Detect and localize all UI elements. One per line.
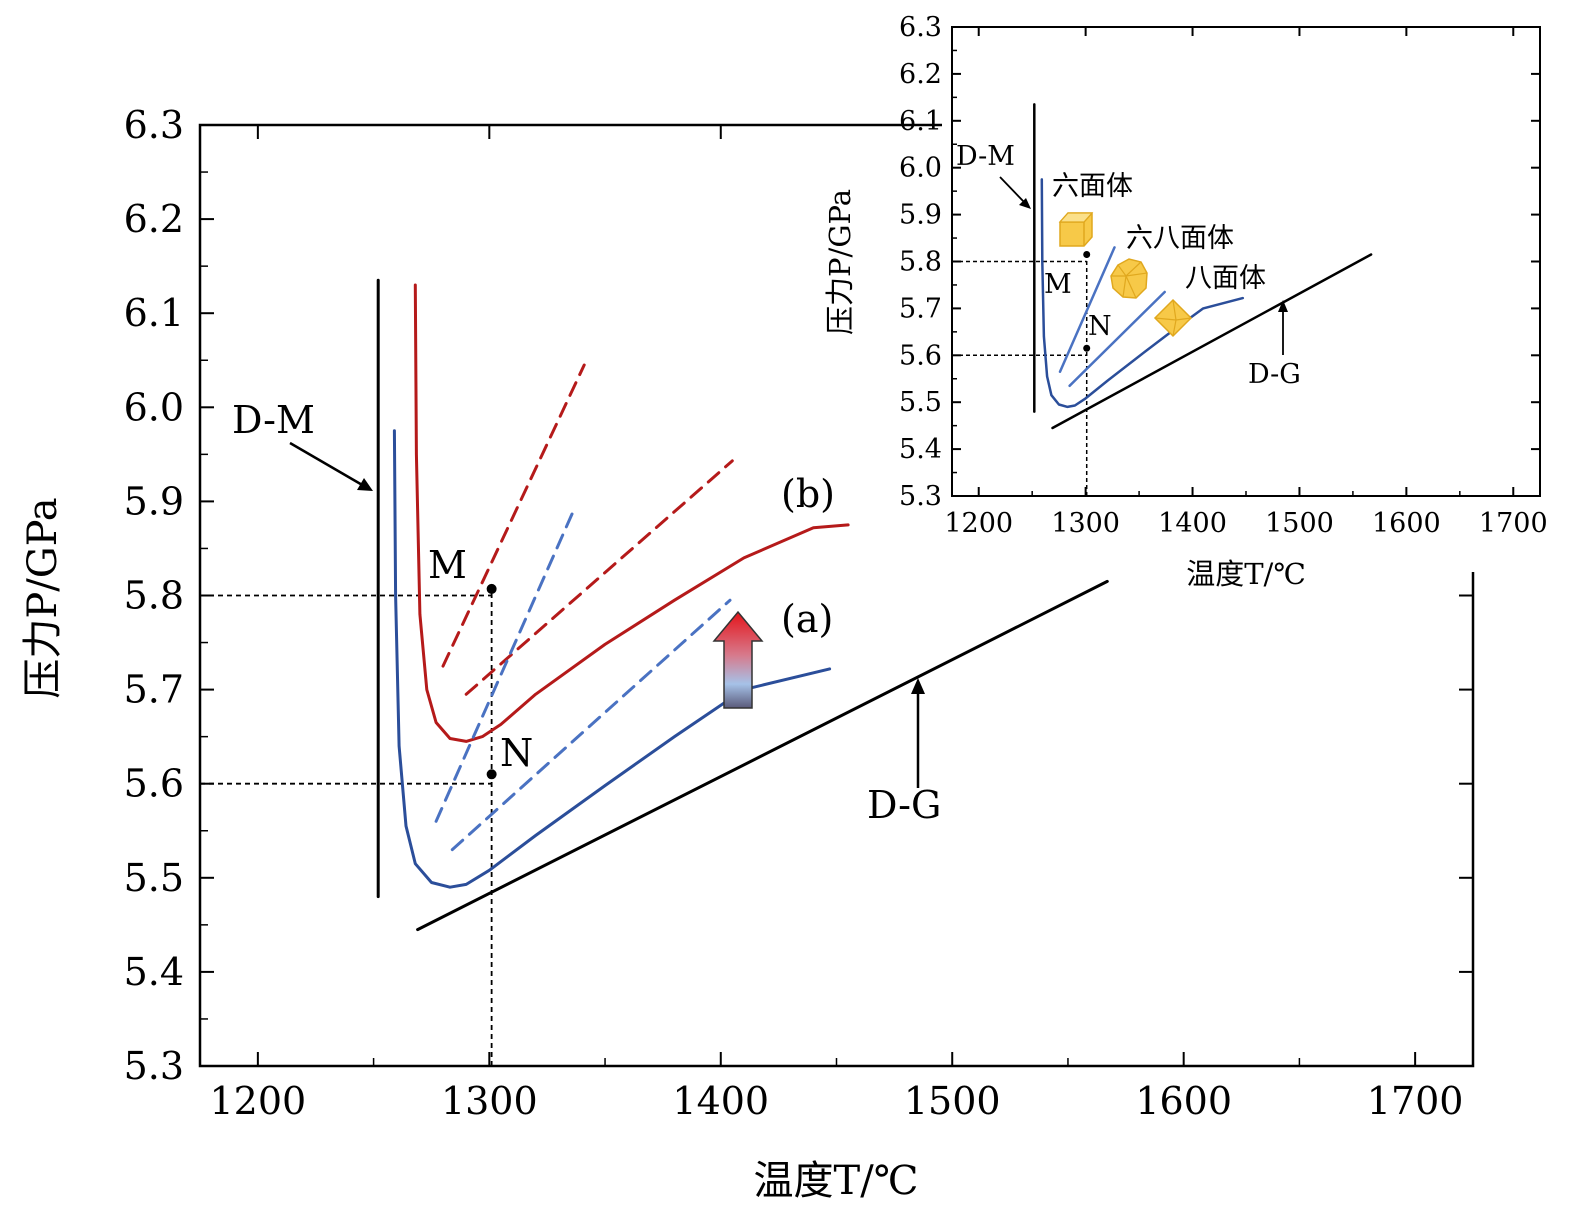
inset-point-n-label: N: [1088, 311, 1112, 342]
series-a-line: [392, 429, 832, 889]
octahedron-crystal-icon: [1153, 298, 1193, 338]
main-guide-lines: [200, 588, 493, 1066]
octahedron-label: 八面体: [1185, 263, 1266, 294]
y-tick-label: 6.1: [899, 106, 942, 137]
main-plot: 1200 1300 1400 1500 1600 1700 5.3 5.4 5.5 5.6 5.7 5…: [20, 103, 1475, 1204]
series-b-dash-2-line: [464, 459, 734, 696]
y-tick-label: 6.3: [899, 12, 942, 43]
cubo-octahedron-crystal-icon: [1110, 258, 1148, 299]
y-tick-label: 5.4: [124, 950, 184, 994]
x-tick-label: 1700: [1479, 508, 1548, 539]
x-tick-label: 1500: [904, 1079, 1001, 1123]
series-D-G-line: [1051, 253, 1373, 430]
inset-y-axis-title: 压力P/GPa: [823, 189, 857, 335]
y-tick-label: 5.7: [899, 293, 942, 324]
y-tick-label: 5.4: [899, 434, 942, 465]
x-tick-label: 1400: [672, 1079, 769, 1123]
dg-label: D-G: [867, 783, 941, 827]
dm-pointer-arrow: [289, 441, 373, 491]
x-tick-label: 1500: [1265, 508, 1334, 539]
series-boundary-2-line: [1068, 290, 1166, 388]
y-tick-label: 5.6: [124, 762, 184, 806]
y-tick-label: 5.8: [899, 247, 942, 278]
point-m-marker: [486, 583, 497, 594]
x-tick-label: 1300: [1051, 508, 1120, 539]
inset-x-axis-title-text: 温度T/℃: [1186, 557, 1306, 591]
y-tick-label: 5.5: [899, 387, 942, 418]
x-tick-label: 1200: [210, 1079, 307, 1123]
cubo-octahedron-label: 六八面体: [1126, 223, 1234, 254]
inset-point-m-label: M: [1044, 269, 1072, 300]
x-tick-label: 1200: [944, 508, 1013, 539]
pressure-increase-arrow: [712, 610, 764, 709]
y-tick-label: 5.8: [124, 574, 184, 618]
y-tick-label: 5.7: [124, 668, 184, 712]
curve-a-label: (a): [781, 597, 833, 641]
cube-crystal-icon: [1058, 212, 1094, 247]
point-n-marker: [486, 769, 497, 780]
y-tick-label: 6.0: [899, 153, 942, 184]
inset-series-lines: [1033, 103, 1373, 430]
inset-x-axis-title: 温度T/℃: [1186, 557, 1306, 591]
inset-axis-ticks: [952, 26, 1540, 497]
series-a-dash-2-line: [450, 598, 732, 852]
inset-points: [1083, 250, 1091, 352]
cube-label: 六面体: [1052, 171, 1133, 202]
series-a-dash-1-line: [434, 511, 575, 823]
dg-pointer-arrow: [911, 678, 925, 788]
main-y-axis-title-text: 压力P/GPa: [20, 497, 66, 698]
y-tick-label: 6.1: [124, 291, 184, 335]
main-x-axis-title: 温度T/℃: [754, 1158, 919, 1204]
inset-dg-pointer-arrow: [1278, 300, 1288, 355]
series-D-G-line: [416, 579, 1109, 932]
y-tick-label: 6.0: [124, 385, 184, 429]
point-m-label: M: [428, 543, 467, 587]
series-b-dash-1-line: [441, 363, 586, 668]
y-tick-label: 6.3: [124, 103, 184, 147]
series-b-line: [413, 283, 850, 743]
inset-plot: 1200 1300 1400 1500 1600 1700 5.3 5.4 5.5 5.6 5.7 5…: [823, 12, 1548, 591]
point-n-label: N: [500, 731, 533, 775]
y-tick-label: 5.3: [899, 481, 942, 512]
inset-tick-labels: 1200 1300 1400 1500 1600 1700 5.3 5.4 5.5 5.6 5.7 5…: [899, 12, 1548, 539]
main-y-axis-title: 压力P/GPa: [20, 497, 66, 698]
x-tick-label: 1700: [1367, 1079, 1464, 1123]
y-tick-label: 6.2: [124, 197, 184, 241]
x-tick-label: 1400: [1158, 508, 1227, 539]
y-tick-label: 5.9: [124, 479, 184, 523]
point-n-marker: [1083, 344, 1091, 352]
point-m-marker: [1083, 250, 1091, 258]
x-tick-label: 1300: [441, 1079, 538, 1123]
main-series-lines: [376, 278, 1109, 932]
main-points: [486, 583, 497, 780]
y-tick-label: 5.9: [899, 200, 942, 231]
inset-background: [942, 16, 1542, 572]
y-tick-label: 6.2: [899, 59, 942, 90]
dm-label: D-M: [232, 398, 315, 442]
curve-b-label: (b): [781, 472, 835, 516]
inset-dm-label: D-M: [956, 141, 1015, 172]
series-a-line: [1040, 178, 1245, 409]
inset-dg-label: D-G: [1248, 359, 1301, 390]
x-tick-label: 1600: [1372, 508, 1441, 539]
inset-dm-pointer-arrow: [999, 176, 1031, 209]
main-x-axis-title-text: 温度T/℃: [754, 1158, 919, 1204]
y-tick-label: 5.5: [124, 856, 184, 900]
y-tick-label: 5.6: [899, 340, 942, 371]
y-tick-label: 5.3: [124, 1044, 184, 1088]
x-tick-label: 1600: [1135, 1079, 1232, 1123]
series-boundary-1-line: [1058, 246, 1116, 373]
main-tick-labels: 1200 1300 1400 1500 1600 1700 5.3 5.4 5.5 5.6 5.7 5…: [124, 103, 1464, 1123]
inset-guide-lines: [952, 254, 1088, 496]
inset-y-axis-title-text: 压力P/GPa: [823, 189, 857, 335]
